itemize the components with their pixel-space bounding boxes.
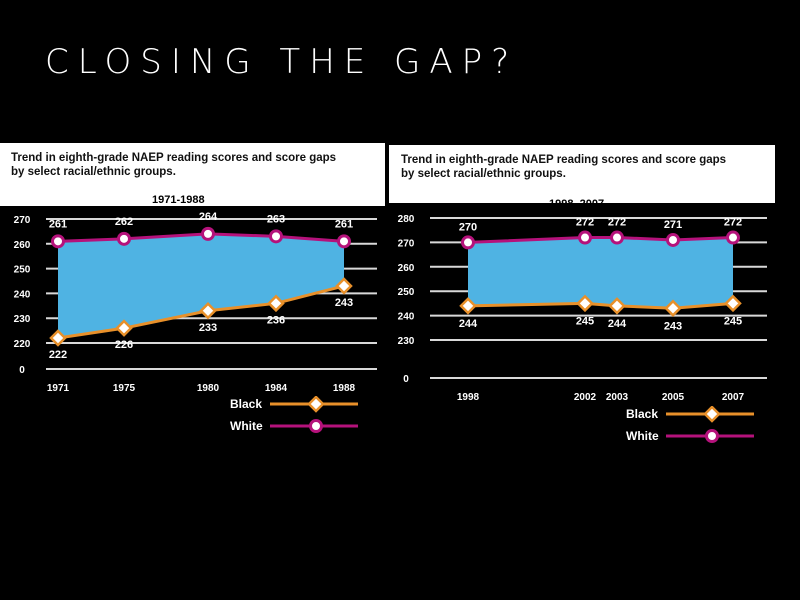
- black-point: [576, 294, 594, 313]
- y-tick-label: 260: [398, 263, 415, 274]
- legend-label-black: Black: [626, 407, 658, 421]
- white-point: [461, 235, 475, 250]
- y-tick-label: 0: [403, 374, 409, 385]
- legend-label-white: White: [626, 429, 659, 443]
- white-point: [337, 234, 351, 249]
- white-value-label: 272: [608, 217, 626, 229]
- white-value-label: 272: [576, 217, 594, 229]
- black-value-label: 243: [664, 320, 682, 332]
- x-tick-label: 2005: [662, 392, 685, 403]
- y-tick-label: 250: [398, 287, 415, 298]
- y-tick-label: 230: [14, 314, 31, 325]
- y-tick-label: 250: [14, 265, 31, 276]
- white-value-label: 271: [664, 219, 682, 231]
- x-tick-label: 1998: [457, 392, 480, 403]
- black-point: [335, 277, 353, 295]
- black-value-label: 233: [199, 322, 217, 334]
- y-tick-label: 270: [398, 238, 415, 249]
- black-value-label: 245: [724, 315, 742, 327]
- chart-svg: 280 270 260 250 240 230 0 270 272 272 271 272 244 245…: [398, 214, 767, 403]
- black-point: [115, 319, 133, 337]
- slide-title: CLOSING THE GAP?: [45, 42, 519, 82]
- white-point: [666, 232, 680, 247]
- white-value-label: 270: [459, 221, 477, 233]
- black-value-label: 222: [49, 349, 67, 361]
- y-tick-label: 0: [19, 365, 25, 376]
- chart-caption-line-1: Trend in eighth-grade NAEP reading score…: [401, 154, 727, 166]
- gap-area: [58, 233, 344, 339]
- chart-caption-line-1: Trend in eighth-grade NAEP reading score…: [11, 152, 337, 164]
- chart-plot-area: 280 270 260 250 240 230 0 270 272 272 271 272 244 245…: [389, 203, 775, 412]
- chart-legend: Black White: [230, 396, 380, 441]
- gap-area: [468, 237, 733, 309]
- legend-marker-white: [309, 419, 323, 433]
- chart-plot-area: 270 260 250 240 230 220 0 261 262 264 263 261 222 226…: [0, 206, 385, 399]
- legend-marker-black: [307, 396, 325, 413]
- x-tick-label: 1988: [333, 383, 356, 394]
- white-point: [578, 230, 592, 245]
- x-tick-label: 1975: [113, 383, 136, 394]
- white-value-label: 261: [49, 218, 67, 230]
- x-tick-label: 1984: [265, 383, 288, 394]
- y-tick-label: 230: [398, 336, 415, 347]
- white-value-label: 272: [724, 217, 742, 229]
- white-point: [201, 226, 215, 241]
- white-point: [610, 230, 624, 245]
- legend-label-white: White: [230, 419, 263, 433]
- black-point: [459, 297, 477, 315]
- y-tick-label: 220: [14, 339, 31, 350]
- white-value-label: 264: [199, 211, 218, 223]
- chart-panel-1971-1988: Trend in eighth-grade NAEP reading score…: [0, 143, 385, 399]
- legend-svg: Black White: [626, 406, 754, 443]
- chart-legend: Black White: [626, 406, 776, 451]
- white-point: [117, 231, 131, 246]
- y-tick-label: 280: [398, 214, 415, 225]
- white-value-label: 262: [115, 216, 133, 228]
- black-point: [199, 301, 217, 320]
- x-tick-label: 2002: [574, 392, 597, 403]
- legend-svg: Black White: [230, 396, 358, 433]
- black-value-label: 226: [115, 339, 133, 351]
- x-tick-label: 1971: [47, 383, 70, 394]
- white-point: [726, 230, 740, 245]
- black-point: [608, 297, 626, 315]
- y-tick-label: 240: [398, 312, 415, 323]
- x-tick-label: 2003: [606, 392, 629, 403]
- black-value-label: 244: [459, 318, 478, 330]
- chart-panel-1998-2007: Trend in eighth-grade NAEP reading score…: [389, 145, 775, 412]
- chart-caption-line-2: by select racial/ethnic groups.: [401, 168, 566, 180]
- black-value-label: 243: [335, 297, 353, 309]
- y-tick-label: 260: [14, 240, 31, 251]
- chart-caption: Trend in eighth-grade NAEP reading score…: [11, 151, 381, 179]
- y-tick-label: 240: [14, 289, 31, 300]
- chart-caption: Trend in eighth-grade NAEP reading score…: [401, 153, 771, 181]
- black-value-label: 244: [608, 318, 627, 330]
- white-point: [51, 234, 65, 249]
- legend-marker-white: [705, 429, 719, 443]
- black-value-label: 236: [267, 314, 285, 326]
- white-value-label: 261: [335, 218, 353, 230]
- black-point: [724, 294, 742, 313]
- legend-marker-black: [703, 406, 721, 423]
- chart-svg: 270 260 250 240 230 220 0 261 262 264 263 261 222 226…: [14, 211, 377, 394]
- x-tick-label: 2007: [722, 392, 745, 403]
- legend-label-black: Black: [230, 397, 262, 411]
- black-point: [49, 329, 67, 347]
- chart-period-label: 1971-1988: [152, 194, 205, 206]
- black-point: [664, 299, 682, 318]
- white-point: [269, 229, 283, 244]
- x-tick-label: 1980: [197, 383, 220, 394]
- black-point: [267, 294, 285, 313]
- black-value-label: 245: [576, 315, 594, 327]
- white-value-label: 263: [267, 213, 285, 225]
- y-tick-label: 270: [14, 215, 31, 226]
- chart-caption-line-2: by select racial/ethnic groups.: [11, 166, 176, 178]
